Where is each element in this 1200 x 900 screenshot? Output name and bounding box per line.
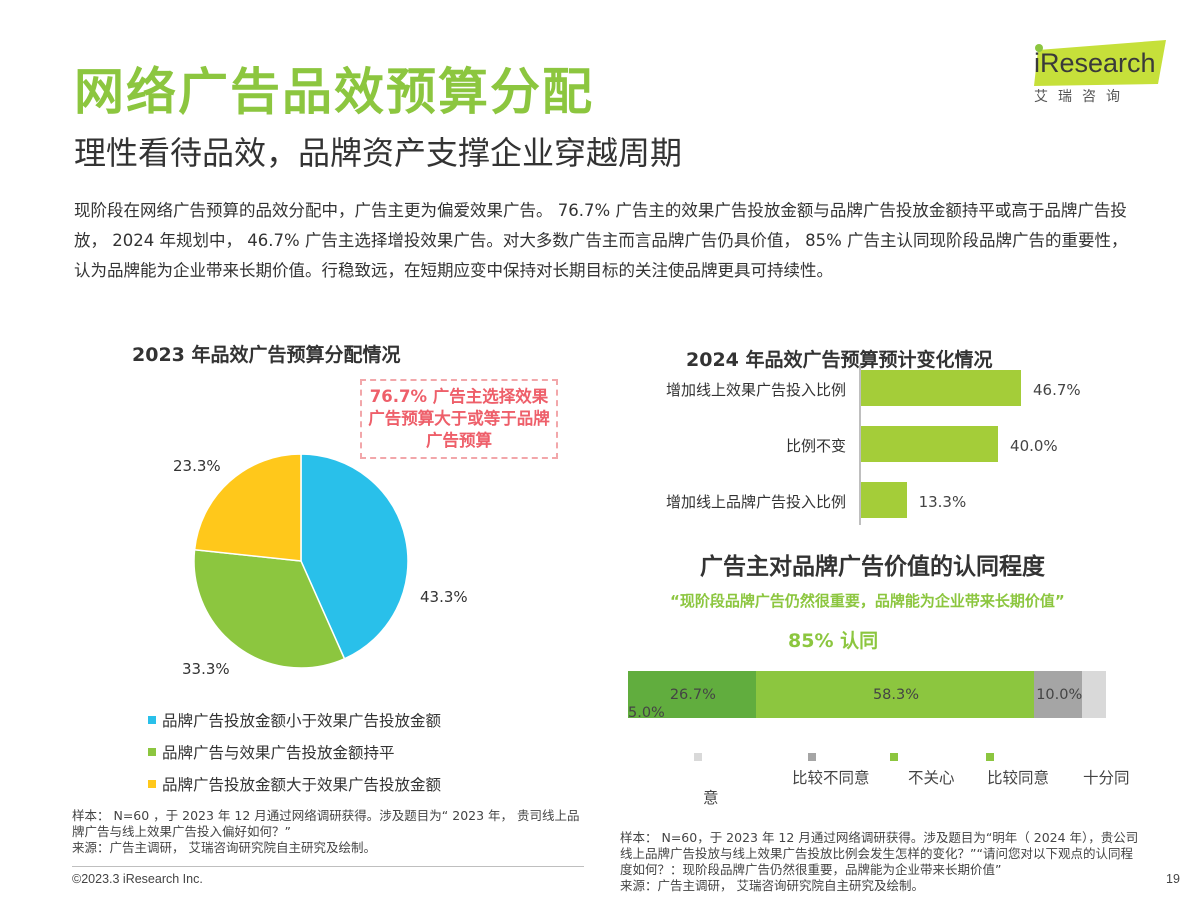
legend-swatch bbox=[986, 753, 994, 761]
legend-swatch bbox=[808, 753, 816, 761]
summary-paragraph: 现阶段在网络广告预算的品效分配中，广告主更为偏爱效果广告。 76.7% 广告主的… bbox=[74, 201, 1128, 280]
legend-label: 意 bbox=[703, 789, 719, 807]
bar-value-label: 13.3% bbox=[918, 493, 967, 511]
pie-slice bbox=[193, 548, 346, 669]
agreement-quote: “现阶段品牌广告仍然很重要，品牌能为企业带来长期价值” bbox=[670, 592, 1065, 610]
bar bbox=[861, 482, 907, 518]
stacked-segment-label: 10.0% bbox=[1036, 687, 1083, 703]
pie-slice-label: 43.3% bbox=[420, 588, 468, 606]
source-note-left: 样本： N=60 ，于 2023 年 12 月通过网络调研获得。涉及题目为“ 2… bbox=[72, 808, 580, 855]
legend-label: 十分同 bbox=[1083, 769, 1130, 787]
legend-label: 品牌广告投放金额大于效果广告投放金额 bbox=[162, 776, 442, 794]
page-number: 19 bbox=[1166, 872, 1180, 886]
stacked-segment-label: 5.0% bbox=[628, 705, 665, 721]
legend-swatch bbox=[694, 753, 702, 761]
legend-swatch bbox=[148, 748, 156, 756]
legend-label: 品牌广告与效果广告投放金额持平 bbox=[162, 744, 395, 762]
bar-category-label: 增加线上品牌广告投入比例 bbox=[665, 493, 846, 511]
pie-legend-item: 品牌广告投放金额大于效果广告投放金额 bbox=[148, 768, 441, 800]
stacked-segment-label: 58.3% bbox=[872, 687, 920, 703]
bar-value-label: 40.0% bbox=[1010, 437, 1058, 455]
legend-label: 比较不同意 bbox=[792, 769, 870, 787]
pie-legend-item: 品牌广告与效果广告投放金额持平 bbox=[148, 736, 441, 768]
legend-swatch bbox=[148, 716, 156, 724]
agreement-highlight: 85% 认同 bbox=[788, 630, 879, 652]
bar-value-label: 46.7% bbox=[1033, 381, 1081, 399]
legend-label: 比较同意 bbox=[987, 769, 1050, 787]
legend-label: 品牌广告投放金额小于效果广告投放金额 bbox=[162, 712, 442, 730]
pie-legend-item: 品牌广告投放金额小于效果广告投放金额 bbox=[148, 704, 441, 736]
legend-label: 不关心 bbox=[908, 769, 955, 787]
pie-slice-label: 23.3% bbox=[173, 457, 221, 475]
bar bbox=[861, 426, 999, 462]
logo-subtitle: 艾瑞咨询 bbox=[1034, 89, 1130, 105]
stacked-segment bbox=[755, 671, 1035, 718]
page-subtitle: 理性看待品效，品牌资产支撑企业穿越周期 bbox=[74, 134, 683, 172]
footer-copyright: ©2023.3 iResearch Inc. bbox=[72, 872, 203, 886]
bar-category-label: 比例不变 bbox=[785, 437, 846, 455]
logo-wordmark: iResearch bbox=[1034, 48, 1156, 78]
bar bbox=[861, 370, 1021, 406]
legend-swatch bbox=[148, 780, 156, 788]
bar-category-label: 增加线上效果广告投入比例 bbox=[665, 381, 846, 399]
pie-chart-title: 2023 年品效广告预算分配情况 bbox=[132, 344, 401, 366]
source-note-right: 样本： N=60，于 2023 年 12 月通过网络调研获得。涉及题目为“明年（… bbox=[620, 830, 1139, 893]
bar-chart-title: 2024 年品效广告预算预计变化情况 bbox=[686, 349, 993, 371]
footer-divider bbox=[72, 866, 584, 867]
page-title: 网络广告品效预算分配 bbox=[74, 63, 594, 121]
legend-swatch bbox=[890, 753, 898, 761]
pie-slice-label: 33.3% bbox=[182, 660, 230, 678]
iresearch-logo bbox=[1034, 40, 1166, 86]
agreement-chart-title: 广告主对品牌广告价值的认同程度 bbox=[700, 554, 1045, 580]
bar-chart-axis bbox=[859, 365, 861, 525]
stacked-segment bbox=[1034, 671, 1083, 718]
stacked-segment-label: 26.7% bbox=[669, 687, 716, 703]
pie-legend: 品牌广告投放金额小于效果广告投放金额 品牌广告与效果广告投放金额持平品牌广告投放金… bbox=[148, 704, 441, 800]
stacked-segment bbox=[1082, 671, 1106, 718]
pie-slice bbox=[300, 453, 409, 660]
stacked-segment bbox=[628, 671, 756, 718]
pie-callout-annotation: 76.7% 广告主选择效果广告预算大于或等于品牌广告预算 bbox=[360, 379, 558, 459]
